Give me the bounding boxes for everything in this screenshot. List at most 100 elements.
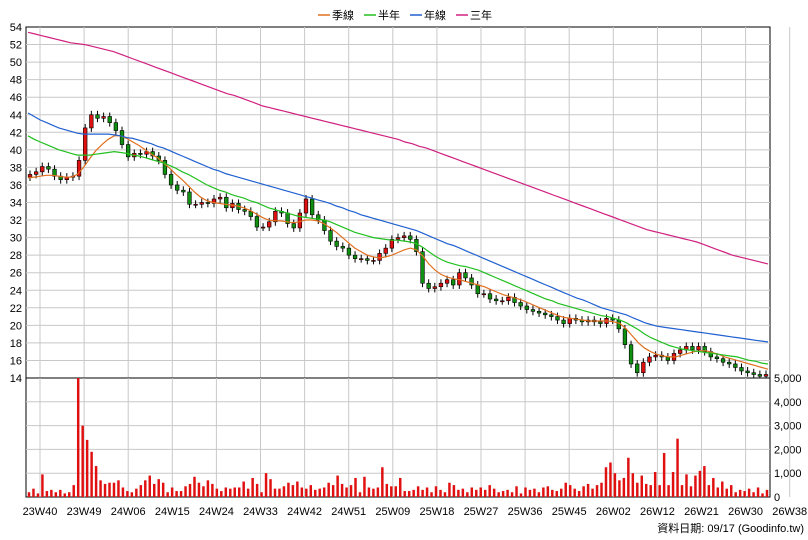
volume-bar [130,492,134,497]
volume-bar [85,439,89,497]
volume-bar [139,485,143,497]
volume-bar [126,491,129,497]
volume-bar [747,488,751,497]
candle-body [487,293,493,300]
ma-line [27,135,769,370]
volume-bar [278,488,281,497]
candle-body [469,277,474,286]
volume-bar [41,474,44,497]
x-tick-label: 26W12 [640,506,675,518]
volume-bar [573,488,576,497]
x-tick-label: 24W42 [287,506,322,518]
candle-body [536,311,542,314]
volume-bar [434,486,438,497]
price-y-tick-label: 26 [10,268,22,280]
volume-bar [729,485,733,497]
volume-bar [586,483,590,497]
volume-bar [430,492,433,497]
candle-body [739,367,744,372]
volume-bar [367,487,371,497]
volume-bar [403,491,406,497]
candle-body [199,202,204,205]
volume-bar [381,467,384,497]
candle-body [751,372,756,375]
volume-bar [215,488,219,497]
candle-body [733,363,738,368]
volume-bar [470,487,474,497]
volume-bar [345,487,348,497]
volume-bar [336,475,339,497]
volume-bar [452,485,456,497]
candle-body [211,198,217,204]
volume-bar [492,488,496,497]
volume-bar [376,487,380,497]
candle-body [40,166,45,173]
volume-bar [112,482,116,497]
candle-body [408,235,413,240]
price-y-tick-label: 48 [10,75,22,87]
x-tick-label: 24W33 [243,506,278,518]
volume-bar [166,492,169,497]
volume-y-tick-label: 1,000 [774,468,802,480]
price-y-tick-label: 44 [10,110,22,122]
volume-bar [515,486,518,497]
volume-bar [533,488,536,497]
candle-body [690,346,695,351]
candle-body [168,174,174,186]
candle-body [328,230,333,242]
candle-body [359,258,364,260]
price-y-tick-label: 16 [10,355,22,367]
x-tick-label: 25W45 [552,506,587,518]
volume-bar [135,488,138,497]
candle-body [181,189,186,193]
candle-body [506,296,511,302]
volume-bar [322,487,326,497]
volume-bar [613,473,617,497]
volume-bar [32,488,35,497]
volume-bar [103,483,107,497]
candle-body [205,202,211,204]
volume-bar [591,488,594,497]
candle-body [677,349,683,354]
candle-body [451,279,456,286]
volume-bar [184,486,187,497]
volume-bar [224,487,228,497]
candle-body [628,344,634,365]
volume-bar [537,492,541,497]
candle-body [242,209,247,212]
volume-bar [153,483,156,497]
volume-bar [148,475,151,497]
candle-body [371,260,376,262]
volume-bar [264,473,268,497]
volume-bar [349,485,353,497]
volume-bar [653,472,657,497]
volume-bar [206,480,210,497]
volume-bar [689,486,693,497]
candle-body [33,171,39,175]
volume-bar [466,492,469,497]
candle-body [420,251,425,284]
candle-body [500,300,505,303]
volume-bar [327,482,330,497]
price-y-tick-label: 46 [10,92,22,104]
candle-body [463,272,468,279]
volume-bar [609,462,612,497]
price-y-tick-label: 50 [10,57,22,69]
candle-body [144,151,149,155]
volume-bar [443,492,447,497]
x-tick-label: 25W18 [419,506,454,518]
volume-bar [76,378,80,497]
candle-body [524,305,529,310]
volume-bar [694,475,697,497]
volume-bar [645,483,648,497]
candle-body [113,122,119,131]
x-tick-label: 24W24 [199,506,234,518]
volume-bar [501,491,505,497]
x-tick-label: 26W38 [772,506,807,518]
legend: 季線 半年 年線 三年 [318,8,492,22]
price-y-tick-label: 42 [10,127,22,139]
candle-body [303,198,309,214]
candle-body [340,246,345,249]
x-tick-label: 24W06 [111,506,146,518]
